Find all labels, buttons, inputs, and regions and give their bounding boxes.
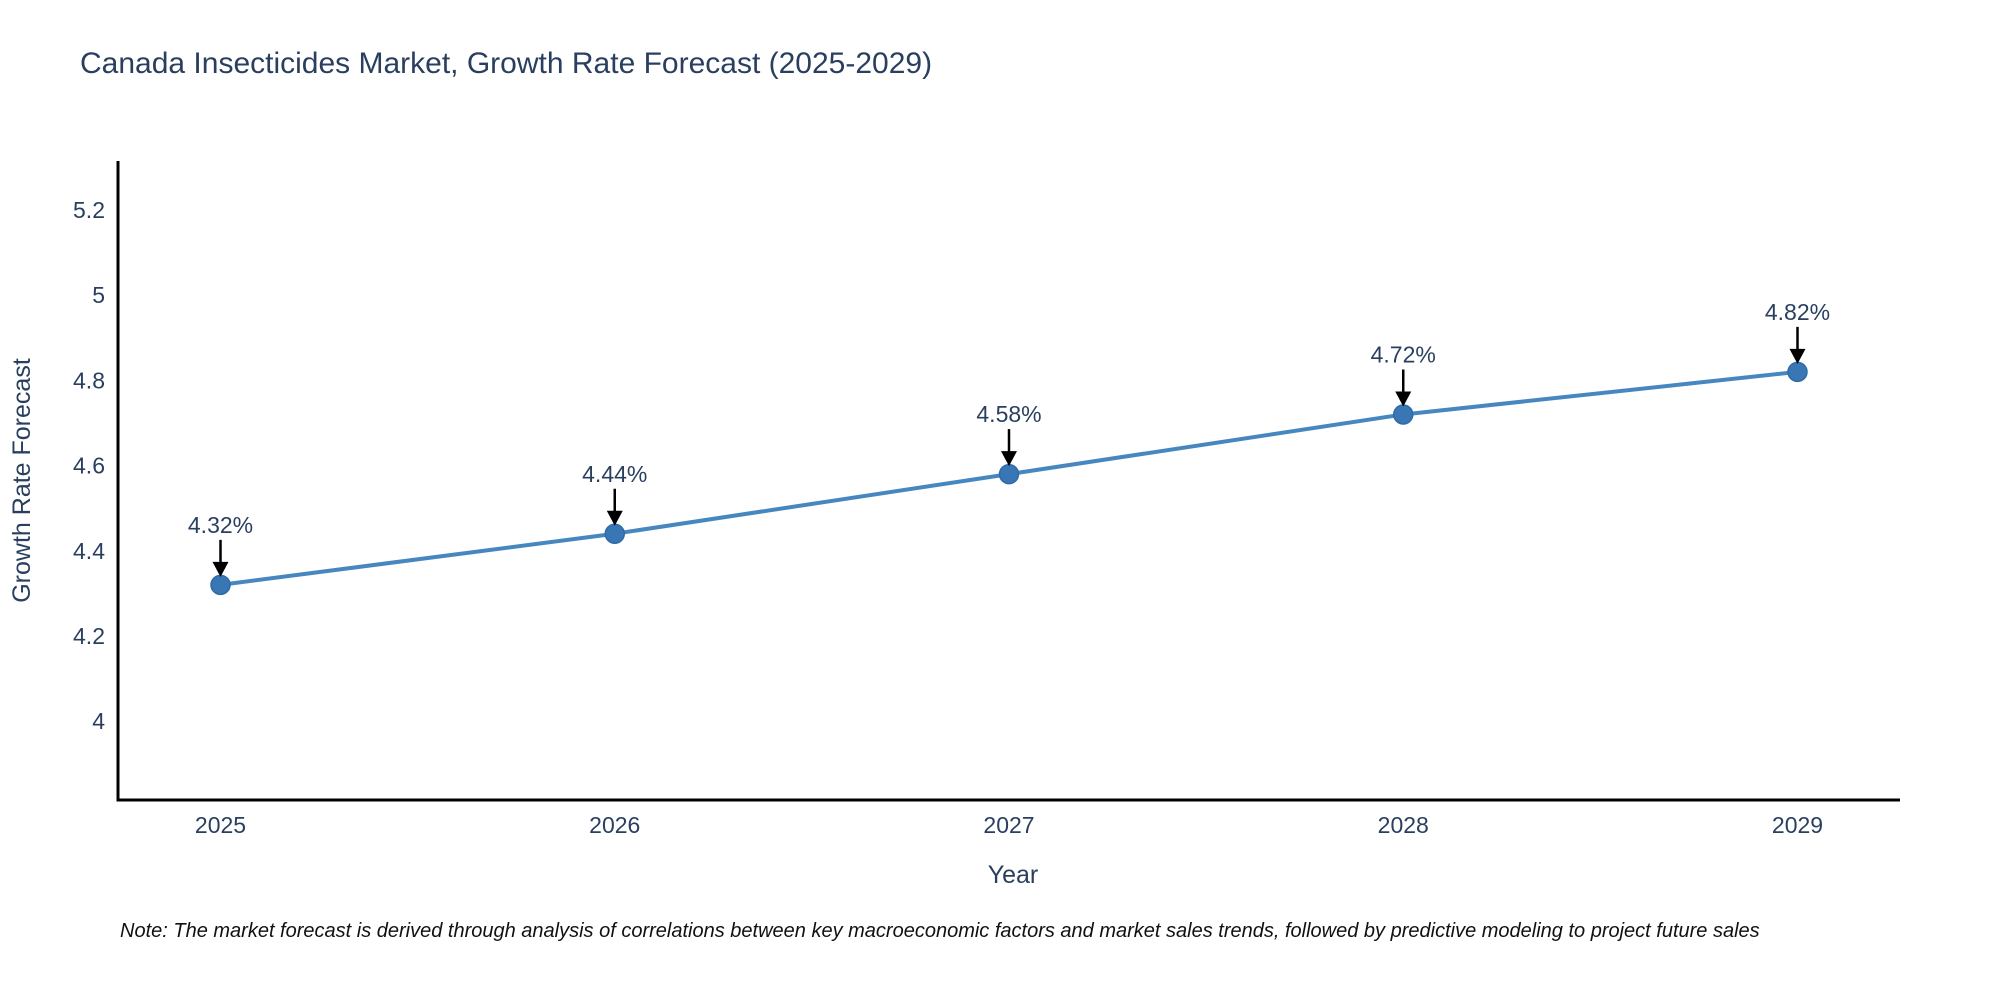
annotation-arrowhead (606, 510, 623, 526)
data-point-label: 4.82% (1765, 299, 1830, 325)
y-tick-label: 4.6 (73, 453, 105, 479)
x-axis-title: Year (988, 861, 1039, 889)
y-axis-title: Growth Rate Forecast (8, 358, 36, 603)
annotation-arrowhead (212, 561, 229, 577)
footnote: Note: The market forecast is derived thr… (120, 920, 1760, 942)
data-point-label: 4.72% (1371, 341, 1436, 367)
x-tick-label: 2029 (1772, 812, 1823, 838)
data-point[interactable] (998, 463, 1020, 485)
annotation-arrowhead (1789, 348, 1806, 364)
data-point[interactable] (604, 523, 626, 544)
data-point-label: 4.58% (976, 401, 1041, 427)
x-tick-label: 2028 (1378, 812, 1429, 838)
data-point[interactable] (1392, 404, 1414, 425)
annotation-arrowhead (1001, 451, 1017, 467)
chart-title: Canada Insecticides Market, Growth Rate … (80, 47, 933, 80)
y-tick-label: 4 (92, 708, 105, 734)
x-tick-label: 2027 (983, 812, 1034, 838)
y-tick-label: 5 (92, 282, 105, 308)
annotation-arrowhead (1395, 391, 1412, 407)
y-tick-label: 4.2 (73, 623, 105, 649)
y-tick-label: 4.4 (73, 538, 105, 564)
data-point[interactable] (210, 574, 231, 596)
data-point[interactable] (1787, 361, 1808, 383)
y-tick-label: 5.2 (73, 197, 105, 223)
x-tick-label: 2025 (195, 812, 246, 838)
y-tick-label: 4.8 (73, 367, 105, 393)
data-point-label: 4.44% (582, 461, 647, 487)
x-tick-label: 2026 (589, 812, 640, 838)
data-point-label: 4.32% (188, 512, 253, 538)
